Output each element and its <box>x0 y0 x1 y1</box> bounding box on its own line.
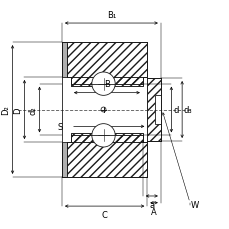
Text: B: B <box>104 80 109 89</box>
Text: S: S <box>57 122 63 131</box>
Text: D: D <box>13 107 22 113</box>
Text: A: A <box>150 207 156 216</box>
Text: d₃: d₃ <box>183 106 192 114</box>
Text: a: a <box>149 200 154 209</box>
Polygon shape <box>62 136 147 177</box>
Polygon shape <box>62 43 67 78</box>
Polygon shape <box>62 142 67 177</box>
Text: D₂: D₂ <box>1 105 10 115</box>
Polygon shape <box>71 78 142 87</box>
Text: B₁: B₁ <box>106 11 115 20</box>
Polygon shape <box>147 79 160 141</box>
Text: C: C <box>101 210 107 219</box>
Circle shape <box>91 73 115 96</box>
Circle shape <box>91 124 115 147</box>
Polygon shape <box>62 43 147 84</box>
Polygon shape <box>71 134 142 142</box>
Polygon shape <box>155 95 160 125</box>
Text: W: W <box>190 201 199 210</box>
Text: d: d <box>172 106 178 114</box>
Text: d₂: d₂ <box>28 106 37 114</box>
